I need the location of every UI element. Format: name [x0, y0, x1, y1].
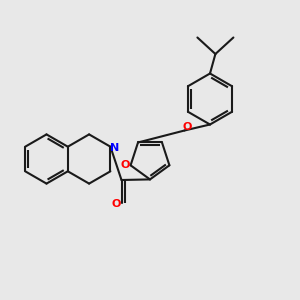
Text: O: O — [111, 199, 121, 209]
Text: O: O — [183, 122, 192, 133]
Text: N: N — [110, 143, 119, 153]
Text: O: O — [121, 160, 130, 170]
